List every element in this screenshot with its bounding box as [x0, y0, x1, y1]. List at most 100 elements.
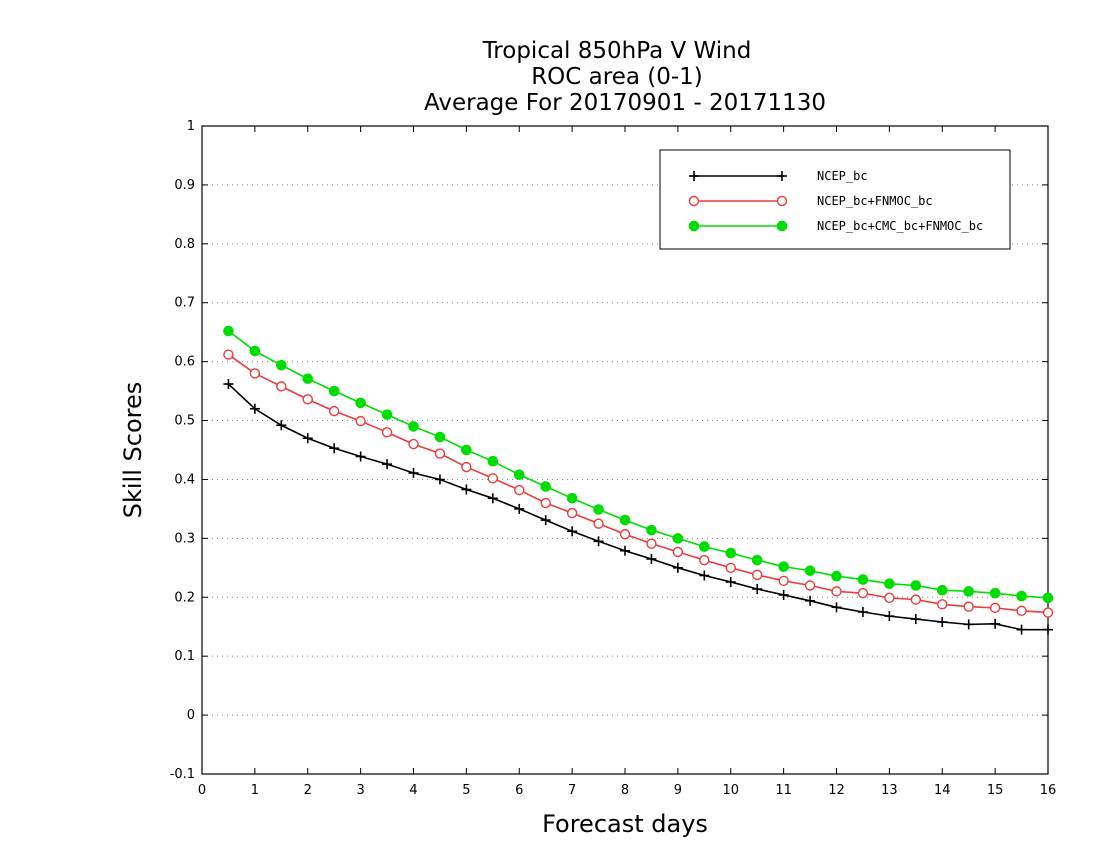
- filled-circle-marker: [804, 565, 816, 577]
- legend-label: NCEP_bc+FNMOC_bc: [817, 194, 933, 208]
- filled-circle-marker: [593, 504, 604, 515]
- plus-marker: [249, 403, 260, 414]
- plus-marker: [487, 493, 498, 504]
- open-circle-marker: [646, 538, 657, 549]
- plus-marker: [963, 619, 974, 630]
- plus-marker: [831, 602, 842, 613]
- y-tick-label: 0.7: [174, 296, 195, 311]
- title-line-1: Tropical 850hPa V Wind: [482, 38, 752, 64]
- filled-circle-marker: [381, 409, 393, 420]
- y-axis-title: Skill Scores: [119, 382, 147, 519]
- filled-circle-marker: [910, 580, 922, 591]
- plus-marker: [777, 171, 787, 181]
- plus-marker: [689, 171, 699, 181]
- title-line-2: ROC area (0-1): [531, 64, 703, 90]
- open-circle-marker: [619, 529, 631, 540]
- filled-circle-marker: [249, 345, 261, 357]
- open-circle-marker: [566, 507, 578, 519]
- filled-circle-marker: [884, 578, 895, 590]
- open-circle-marker: [672, 546, 684, 558]
- plus-marker: [805, 595, 816, 606]
- filled-circle-marker: [1042, 592, 1054, 604]
- filled-circle-marker: [699, 541, 710, 552]
- filled-circle-marker: [566, 493, 578, 504]
- filled-circle-marker: [831, 570, 842, 582]
- title-line-3: Average For 20170901 - 20171130: [424, 90, 826, 116]
- series-layer: [223, 325, 1054, 635]
- open-circle-marker: [937, 599, 948, 610]
- y-tick-label: 0.6: [174, 355, 195, 370]
- plus-marker: [302, 433, 313, 444]
- x-tick-label: 2: [304, 783, 312, 798]
- filled-circle-marker: [725, 547, 737, 559]
- filled-circle-marker: [276, 359, 287, 371]
- open-circle-marker: [688, 195, 700, 207]
- open-circle-marker: [778, 575, 789, 586]
- open-circle-marker: [249, 368, 261, 379]
- open-circle-marker: [751, 569, 763, 581]
- plus-marker: [540, 515, 551, 526]
- plus-marker: [223, 379, 234, 390]
- legend-label: NCEP_bc+CMC_bc+FNMOC_bc: [817, 219, 983, 233]
- filled-circle-marker: [989, 587, 1001, 599]
- filled-circle-marker: [672, 533, 684, 544]
- x-tick-label: 6: [515, 783, 523, 798]
- open-circle-marker: [699, 554, 710, 566]
- open-circle-marker: [540, 497, 551, 509]
- plus-marker: [434, 474, 445, 485]
- x-tick-label: 4: [409, 783, 417, 798]
- filled-circle-marker: [328, 385, 340, 397]
- filled-circle-marker: [513, 469, 525, 481]
- x-tick-label: 15: [987, 783, 1004, 798]
- open-circle-marker: [408, 438, 419, 450]
- plus-marker: [620, 545, 630, 556]
- plus-marker: [646, 553, 657, 564]
- series-line: [227, 383, 1048, 631]
- open-circle-marker: [1042, 607, 1054, 618]
- filled-circle-marker: [1016, 590, 1027, 602]
- open-circle-marker: [328, 405, 340, 417]
- y-tick-label: 1: [187, 119, 195, 134]
- plus-marker: [990, 618, 1001, 629]
- plus-marker: [408, 467, 419, 478]
- filled-circle-marker: [776, 220, 788, 232]
- legend-box: [659, 149, 1011, 250]
- plus-marker: [567, 526, 578, 537]
- x-tick-label: 11: [775, 783, 792, 798]
- grid: [202, 125, 1048, 716]
- open-circle-marker: [804, 580, 816, 591]
- open-circle-marker: [776, 195, 788, 207]
- x-tick-label: 3: [356, 783, 364, 798]
- open-circle-marker: [302, 394, 313, 405]
- open-circle-marker: [989, 602, 1001, 614]
- plus-marker: [699, 570, 710, 581]
- filled-circle-marker: [223, 325, 234, 337]
- x-axis-title: Forecast days: [542, 810, 708, 838]
- plus-marker: [672, 562, 683, 573]
- y-tick-label: 0.4: [174, 472, 195, 487]
- open-circle-marker: [461, 461, 472, 473]
- legend-entry: NCEP_bc+FNMOC_bc: [688, 194, 933, 208]
- plus-marker: [514, 503, 525, 514]
- open-circle-marker: [963, 601, 974, 612]
- plus-marker: [857, 607, 868, 617]
- legend: NCEP_bc NCEP_bc+FNMOC_bc NCEP_bc+CMC_bc+FN…: [659, 149, 1011, 250]
- open-circle-marker: [910, 594, 922, 605]
- filled-circle-marker: [857, 574, 869, 585]
- open-circle-marker: [487, 473, 499, 484]
- plus-marker: [725, 576, 736, 587]
- plus-marker: [593, 536, 604, 547]
- x-tick-label: 16: [1040, 783, 1057, 798]
- plus-marker: [329, 443, 340, 454]
- open-circle-marker: [725, 562, 736, 574]
- series-0: [223, 379, 1053, 635]
- plus-marker: [382, 459, 393, 470]
- open-circle-marker: [381, 427, 393, 438]
- y-tick-label: 0.1: [174, 649, 195, 664]
- plus-marker: [884, 611, 895, 622]
- open-circle-marker: [593, 518, 604, 529]
- legend-entry: NCEP_bc: [689, 169, 868, 183]
- filled-circle-marker: [434, 431, 446, 443]
- y-tick-label: 0.5: [174, 414, 195, 429]
- open-circle-marker: [514, 484, 525, 496]
